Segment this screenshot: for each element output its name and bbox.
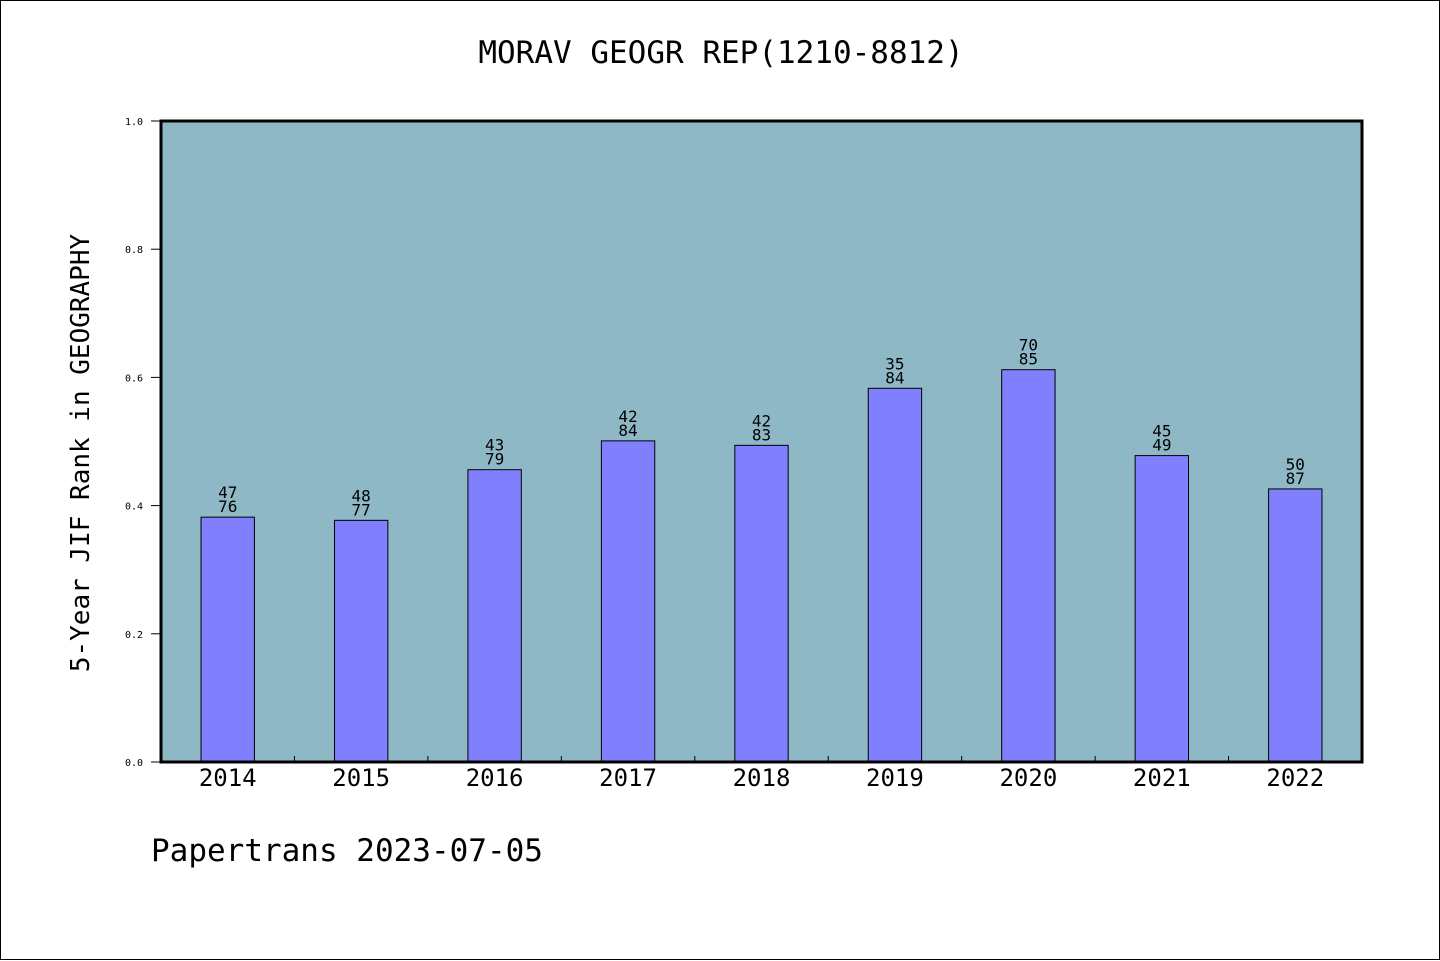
x-tick-label: 2015 (332, 764, 390, 792)
bar (867, 387, 923, 763)
bar-total-label: 84 (885, 368, 904, 387)
bar-total-label: 83 (752, 425, 771, 444)
x-tick-label: 2022 (1266, 764, 1324, 792)
bar (467, 469, 522, 763)
bar (200, 516, 255, 763)
bar-rank-label: 42 (752, 411, 771, 430)
footer-text: Papertrans 2023-07-05 (151, 833, 543, 869)
bar-total-label: 85 (1019, 350, 1038, 369)
bar (600, 440, 656, 763)
y-tick-label: 0.4 (125, 502, 143, 513)
y-tick-label: 0.8 (125, 245, 143, 256)
bar-rank-label: 42 (618, 407, 637, 426)
x-tick-label: 2017 (599, 764, 657, 792)
bar (1001, 369, 1056, 763)
bar-rank-label: 50 (1286, 455, 1305, 474)
bar-total-label: 84 (618, 421, 637, 440)
y-tick-label: 0.2 (125, 630, 143, 641)
plot-border (159, 119, 1364, 764)
bar-total-label: 87 (1286, 469, 1305, 488)
bar-total-label: 49 (1152, 436, 1171, 455)
bar (1268, 488, 1323, 763)
y-tick-label: 0.6 (125, 373, 143, 384)
x-tick-label: 2016 (466, 764, 524, 792)
bar-rank-label: 43 (485, 436, 504, 455)
bar-rank-label: 35 (885, 354, 904, 373)
bar-rank-label: 48 (352, 486, 371, 505)
bar-total-label: 79 (485, 450, 504, 469)
y-tick-label: 1.0 (125, 117, 143, 128)
x-tick-label: 2014 (199, 764, 257, 792)
bar-rank-label: 47 (218, 483, 237, 502)
bar-total-label: 77 (352, 500, 371, 519)
bar-rank-label: 45 (1152, 422, 1171, 441)
bar-rank-label: 70 (1019, 336, 1038, 355)
x-tick-label: 2020 (999, 764, 1057, 792)
x-tick-label: 2018 (733, 764, 791, 792)
x-tick-label: 2019 (866, 764, 924, 792)
x-tick-label: 2021 (1133, 764, 1191, 792)
bar (333, 519, 389, 763)
bar-total-label: 76 (218, 497, 237, 516)
chart-title: MORAV GEOGR REP(1210-8812) (478, 35, 964, 71)
y-tick-label: 0.0 (125, 758, 143, 769)
bar (1134, 455, 1190, 763)
bar (734, 444, 789, 763)
